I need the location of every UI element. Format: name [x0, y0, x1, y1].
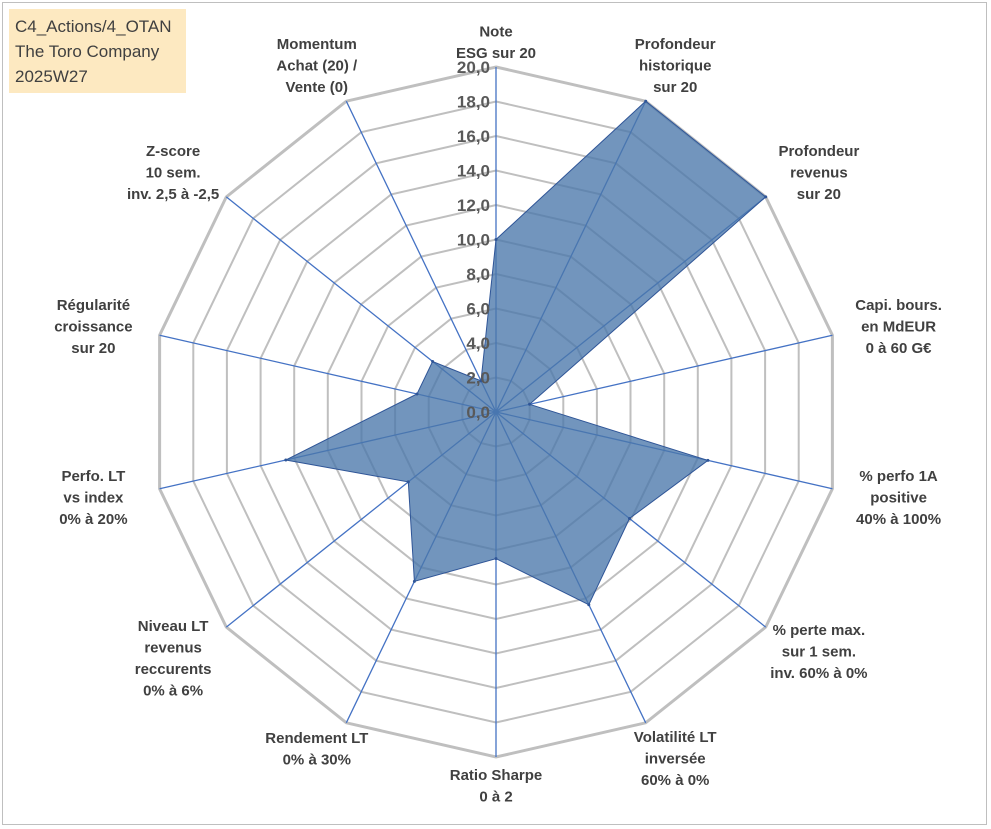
- axis-label-10: Perfo. LT vs index 0% à 20%: [59, 468, 127, 528]
- info-box-line3: 2025W27: [15, 67, 88, 86]
- series-point-0: [494, 238, 498, 241]
- radar-axis-labels: Note ESG sur 20 Profondeur historique sur 20…: [54, 24, 942, 806]
- series-point-7: [494, 557, 498, 561]
- series-point-3: [528, 402, 532, 406]
- series-point-9: [406, 480, 410, 484]
- tick-label: 2,0: [466, 369, 490, 388]
- info-box: C4_Actions/4_OTAN The Toro Company 2025W…: [9, 9, 186, 93]
- axis-label-7: Ratio Sharpe 0 à 2: [450, 767, 543, 806]
- tick-label: 0,0: [466, 403, 490, 422]
- info-box-line2: The Toro Company: [15, 42, 160, 61]
- series-point-10: [284, 458, 288, 462]
- series-point-12: [431, 360, 435, 363]
- axis-label-5: % perte max. sur 1 sem. inv. 60% à 0%: [770, 622, 867, 682]
- axis-label-3: Capi. bours. en MdEUR 0 à 60 G€: [855, 297, 942, 357]
- series-point-1: [644, 99, 648, 103]
- tick-label: 14,0: [457, 162, 490, 181]
- series-point-6: [587, 603, 591, 607]
- axis-label-8: Rendement LT 0% à 30%: [265, 730, 368, 769]
- axis-label-1: Profondeur historique sur 20: [635, 36, 716, 96]
- radar-series: [284, 99, 768, 607]
- series-point-2: [764, 195, 768, 199]
- radar-tick-labels: 0,0 2,0 4,0 6,0 8,0 10,0 12,0 14,0 16,0 18,0 20,0: [457, 58, 490, 422]
- axis-label-0: Note ESG sur 20: [456, 24, 536, 63]
- tick-label: 6,0: [466, 300, 490, 319]
- tick-label: 20,0: [457, 58, 490, 77]
- series-point-11: [415, 392, 419, 396]
- axis-spoke-13: [345, 100, 497, 413]
- axis-label-12: Z-score 10 sem. inv. 2,5 à -2,5: [127, 143, 219, 203]
- tick-label: 18,0: [457, 93, 490, 112]
- series-point-5: [628, 517, 631, 520]
- tick-label: 12,0: [457, 196, 490, 215]
- series-point-8: [412, 579, 416, 583]
- info-box-line1: C4_Actions/4_OTAN: [15, 17, 172, 36]
- series-point-4: [706, 458, 710, 462]
- tick-label: 4,0: [466, 334, 490, 353]
- tick-label: 8,0: [466, 265, 490, 284]
- axis-label-11: Régularité croissance sur 20: [54, 297, 132, 357]
- axis-label-13: Momentum Achat (20) / Vente (0): [276, 36, 358, 96]
- axis-label-4: % perfo 1A positive 40% à 100%: [856, 468, 941, 528]
- axis-spoke-3: [495, 334, 833, 413]
- axis-label-2: Profondeur revenus sur 20: [778, 143, 859, 203]
- series-point-13: [479, 379, 483, 383]
- axis-label-6: Volatilité LT inversée 60% à 0%: [634, 729, 717, 789]
- axis-label-9: Niveau LT revenus reccurents 0% à 6%: [135, 618, 212, 700]
- tick-label: 10,0: [457, 231, 490, 250]
- tick-label: 16,0: [457, 127, 490, 146]
